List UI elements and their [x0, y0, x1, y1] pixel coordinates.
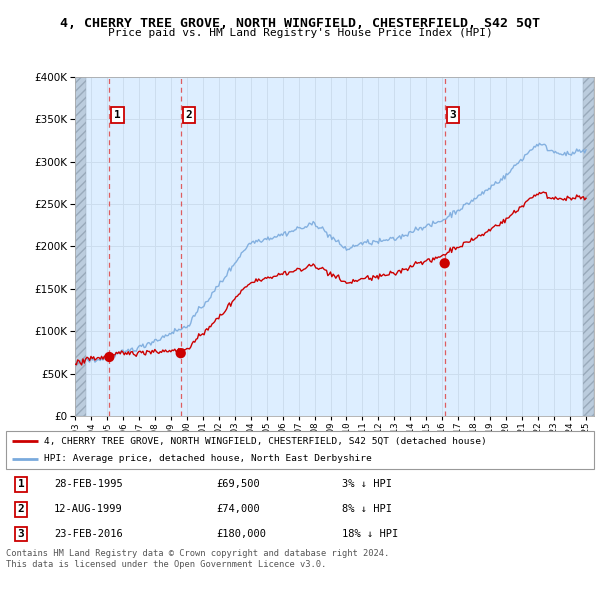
Text: £180,000: £180,000 [216, 529, 266, 539]
Text: 12-AUG-1999: 12-AUG-1999 [54, 504, 123, 514]
Text: £69,500: £69,500 [216, 480, 260, 489]
Text: 4, CHERRY TREE GROVE, NORTH WINGFIELD, CHESTERFIELD, S42 5QT: 4, CHERRY TREE GROVE, NORTH WINGFIELD, C… [60, 17, 540, 30]
Text: 4, CHERRY TREE GROVE, NORTH WINGFIELD, CHESTERFIELD, S42 5QT (detached house): 4, CHERRY TREE GROVE, NORTH WINGFIELD, C… [44, 437, 487, 445]
Text: 1: 1 [17, 480, 25, 489]
Text: 1: 1 [114, 110, 121, 120]
Text: 2: 2 [185, 110, 192, 120]
Point [176, 349, 185, 358]
Text: 2: 2 [17, 504, 25, 514]
Text: £74,000: £74,000 [216, 504, 260, 514]
Text: 28-FEB-1995: 28-FEB-1995 [54, 480, 123, 489]
Point [440, 258, 449, 268]
Bar [583, 77, 594, 416]
Text: 3% ↓ HPI: 3% ↓ HPI [342, 480, 392, 489]
Text: HPI: Average price, detached house, North East Derbyshire: HPI: Average price, detached house, Nort… [44, 454, 372, 463]
Text: 18% ↓ HPI: 18% ↓ HPI [342, 529, 398, 539]
Bar [75, 77, 86, 416]
Text: Contains HM Land Registry data © Crown copyright and database right 2024.
This d: Contains HM Land Registry data © Crown c… [6, 549, 389, 569]
Point [104, 352, 114, 362]
Text: 8% ↓ HPI: 8% ↓ HPI [342, 504, 392, 514]
Text: 3: 3 [449, 110, 456, 120]
FancyBboxPatch shape [6, 431, 594, 469]
Text: 3: 3 [17, 529, 25, 539]
Text: Price paid vs. HM Land Registry's House Price Index (HPI): Price paid vs. HM Land Registry's House … [107, 28, 493, 38]
Text: 23-FEB-2016: 23-FEB-2016 [54, 529, 123, 539]
